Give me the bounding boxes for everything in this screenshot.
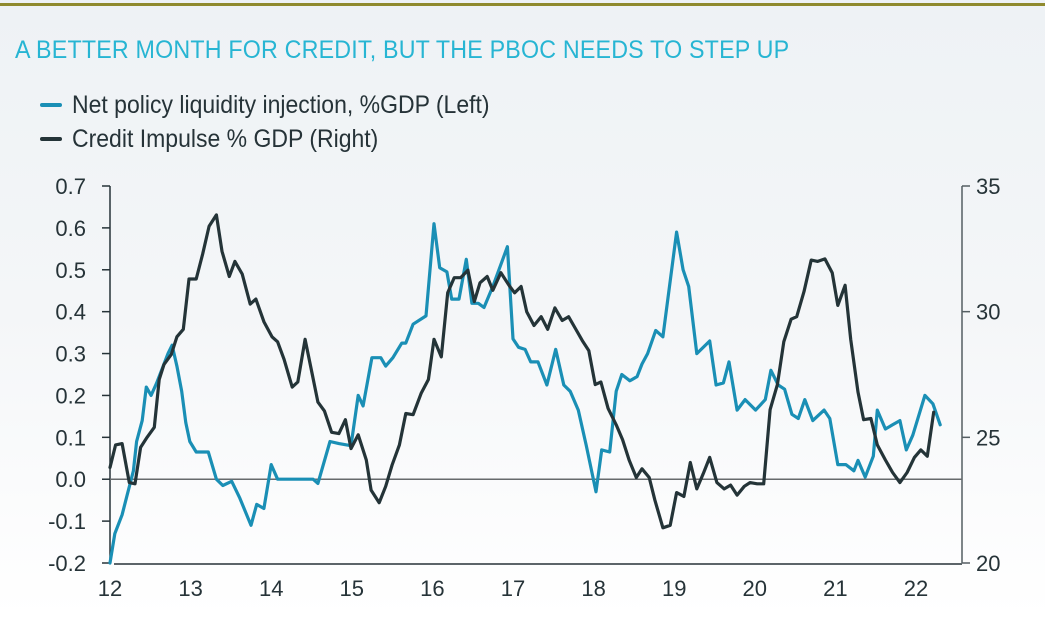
left-tick-label: -0.1 [48, 509, 86, 534]
x-tick-label: 12 [98, 576, 122, 601]
tick-labels: 0.7 0.6 0.5 0.4 0.3 0.2 0.1 0.0 -0.1 -0.2 35 30 25 20… [48, 174, 1000, 601]
x-tick-label: 19 [662, 576, 686, 601]
left-tick-label: 0.3 [55, 342, 86, 367]
x-tick-label: 20 [743, 576, 767, 601]
legend-label-liquidity: Net policy liquidity injection, %GDP (Le… [72, 90, 490, 119]
x-tick-label: 16 [420, 576, 444, 601]
left-tick-label: 0.0 [55, 467, 86, 492]
left-tick-label: 0.2 [55, 383, 86, 408]
left-tick-label: 0.6 [55, 216, 86, 241]
x-tick-label: 15 [340, 576, 364, 601]
x-tick-label: 13 [178, 576, 202, 601]
series-lines [108, 213, 942, 565]
chart-title: A BETTER MONTH FOR CREDIT, BUT THE PBOC … [15, 36, 790, 64]
legend-swatch-liquidity [40, 103, 62, 107]
left-tick-label: 0.4 [55, 300, 86, 325]
x-tick-label: 17 [501, 576, 525, 601]
x-tick-label: 21 [823, 576, 847, 601]
legend-item-liquidity: Net policy liquidity injection, %GDP (Le… [40, 88, 526, 122]
right-tick-label: 35 [976, 174, 1000, 199]
legend-item-credit-impulse: Credit Impulse % GDP (Right) [40, 122, 526, 156]
axes [102, 185, 970, 565]
left-tick-label: -0.2 [48, 551, 86, 576]
top-accent-bar [0, 3, 1045, 6]
legend: Net policy liquidity injection, %GDP (Le… [40, 88, 526, 156]
series-line-liquidity [108, 222, 942, 565]
right-tick-label: 20 [976, 551, 1000, 576]
left-tick-label: 0.7 [55, 174, 86, 199]
x-tick-label: 18 [581, 576, 605, 601]
legend-swatch-credit-impulse [40, 137, 62, 141]
left-tick-label: 0.5 [55, 258, 86, 283]
right-tick-label: 30 [976, 300, 1000, 325]
series-line-credit-impulse [108, 213, 936, 530]
x-tick-label: 14 [259, 576, 283, 601]
left-tick-label: 0.1 [55, 425, 86, 450]
right-tick-label: 25 [976, 425, 1000, 450]
x-tick-label: 22 [904, 576, 928, 601]
legend-label-credit-impulse: Credit Impulse % GDP (Right) [72, 124, 379, 153]
